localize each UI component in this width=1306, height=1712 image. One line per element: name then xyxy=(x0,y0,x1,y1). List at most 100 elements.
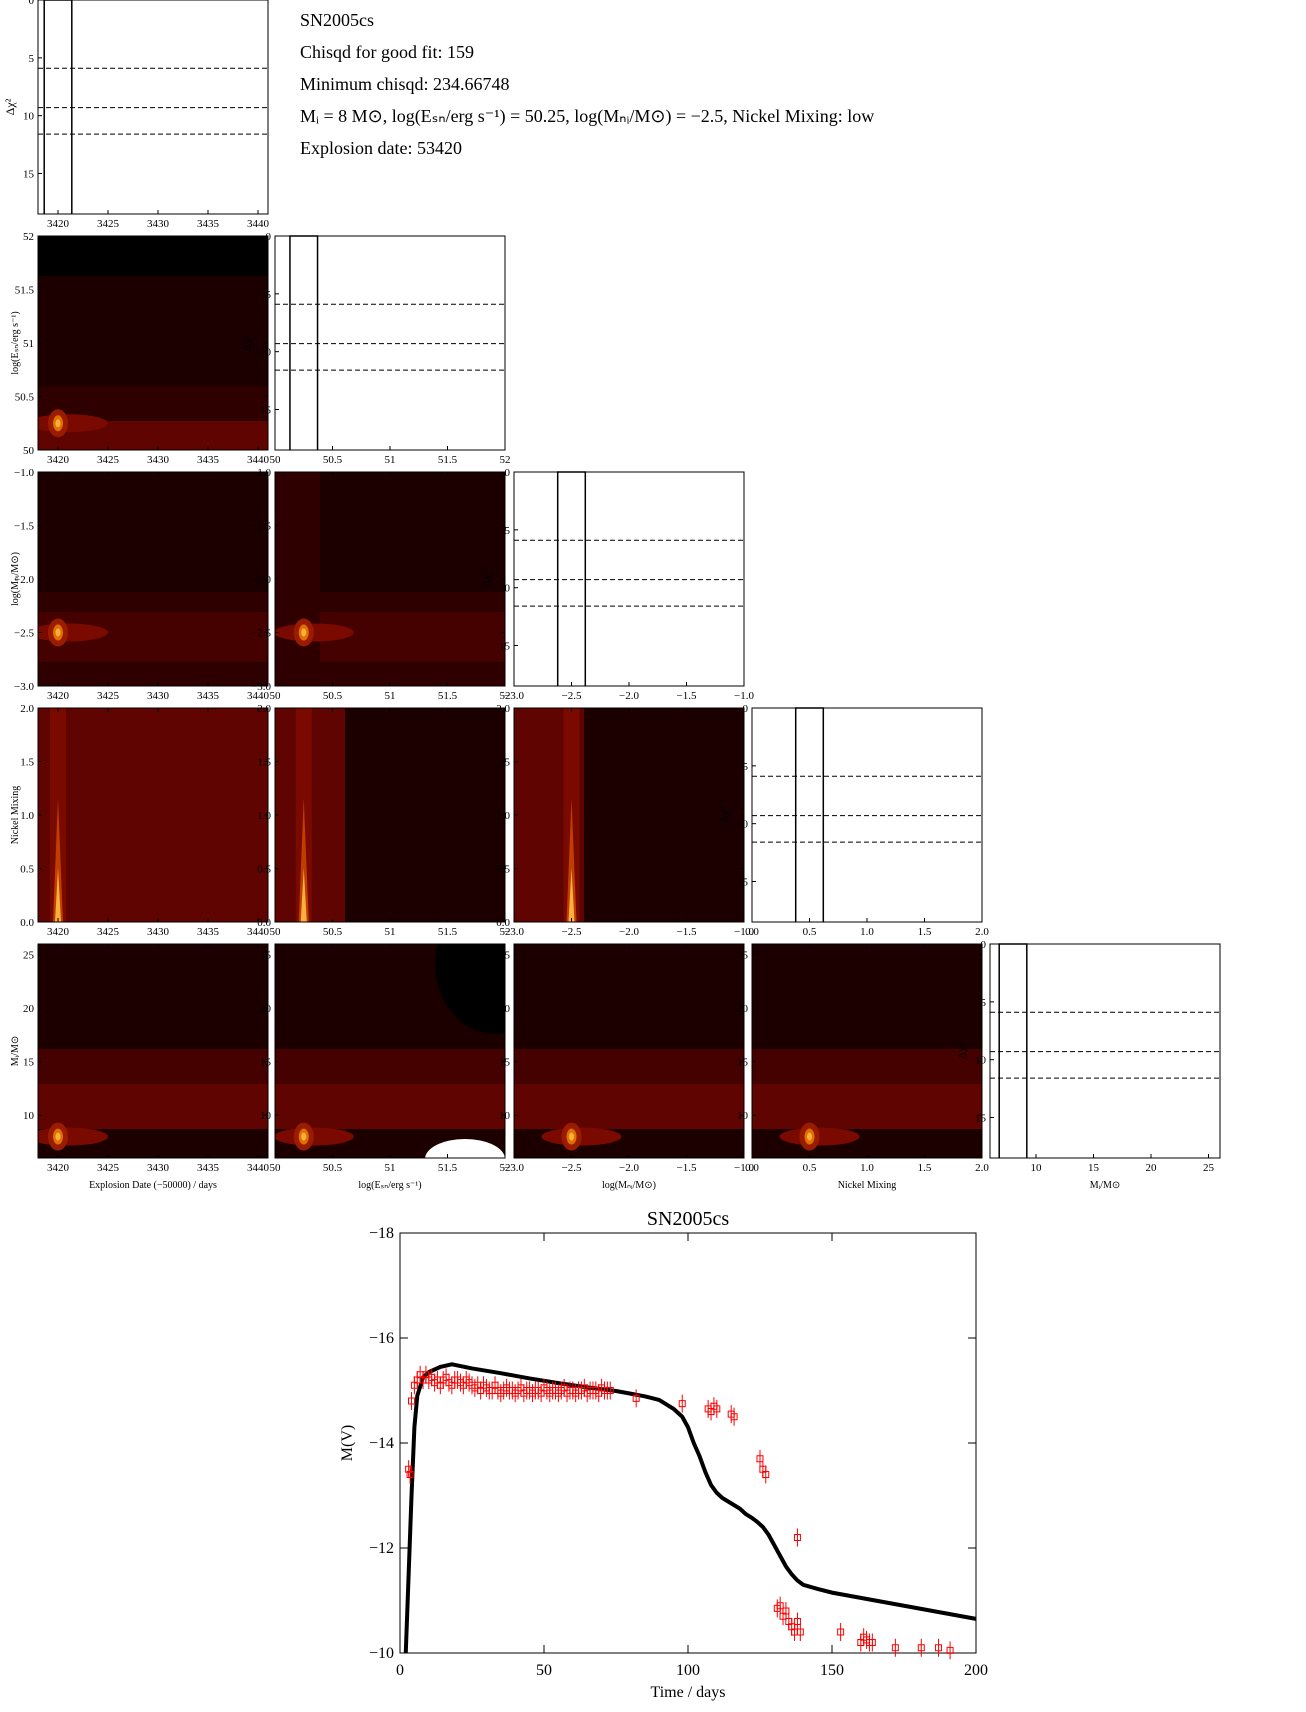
point-marker xyxy=(406,1471,414,1478)
point-marker xyxy=(632,1394,640,1402)
x-tick-label: 3435 xyxy=(197,454,220,466)
x-tick-label: 3420 xyxy=(47,690,70,702)
y-tick-label: 51.5 xyxy=(15,285,35,297)
x-tick-label: −3.0 xyxy=(504,1162,524,1174)
y-tick-label: 10 xyxy=(260,347,272,359)
y-tick-label: 2.0 xyxy=(257,703,271,715)
point-marker xyxy=(713,1405,721,1413)
x-tick-label: 3440 xyxy=(247,926,270,938)
y-tick-label: 15 xyxy=(260,1057,272,1069)
x-tick-label: −3.0 xyxy=(504,926,524,938)
x-tick-label: 50 xyxy=(270,454,282,466)
x-tick-label: 0.5 xyxy=(803,926,817,938)
y-tick-label: 1.5 xyxy=(496,757,510,769)
y-axis-label: Δχ² xyxy=(240,334,254,351)
x-tick-label: −1.5 xyxy=(677,926,697,938)
y-tick-label: 10 xyxy=(23,1110,35,1122)
y-tick-label: 10 xyxy=(23,111,35,123)
x-tick-label: 3435 xyxy=(197,690,220,702)
observed-point xyxy=(837,1623,845,1641)
y-tick-label: 1.0 xyxy=(257,810,271,822)
chisqd-min-text: Minimum chisqd: 234.66748 xyxy=(300,74,510,94)
x-tick-label: 50 xyxy=(536,1662,552,1679)
y-tick-label: 1.5 xyxy=(20,757,34,769)
point-marker xyxy=(793,1618,801,1625)
delta-chi2-panel-mni: 0 5 10 15 −3.0 −2.5 −2.0 −1.5 −1.0 Δχ² xyxy=(479,467,754,702)
column-label-mi: Mᵢ/M⊙ xyxy=(1090,1180,1121,1191)
x-tick-label: 100 xyxy=(676,1662,700,1679)
chi2-profile xyxy=(43,0,73,214)
observed-point xyxy=(868,1633,876,1652)
y-tick-label: −12 xyxy=(369,1540,394,1557)
point-marker xyxy=(796,1628,804,1636)
x-tick-label: 0.0 xyxy=(745,926,759,938)
observed-point xyxy=(793,1528,801,1547)
y-tick-label: 51 xyxy=(23,338,34,350)
y-tick-label: 0.0 xyxy=(20,917,34,929)
y-tick-label: 0 xyxy=(505,467,511,479)
y-tick-label: −3.0 xyxy=(251,681,271,693)
y-axis-label: Δχ² xyxy=(479,570,493,587)
y-tick-label: −1.0 xyxy=(251,467,271,479)
chisqd-good-text: Chisqd for good fit: 159 xyxy=(300,42,474,62)
x-tick-label: 1.0 xyxy=(860,1162,874,1174)
y-tick-label: 15 xyxy=(737,877,749,889)
chi2-profile xyxy=(556,471,587,686)
x-tick-label: −1.0 xyxy=(734,1162,754,1174)
observed-point xyxy=(776,1596,784,1615)
point-marker xyxy=(405,1465,413,1473)
row-label-mix: Nickel Mixing xyxy=(10,786,21,845)
y-tick-label: −3.0 xyxy=(14,681,34,693)
y-tick-label: 0.0 xyxy=(257,917,271,929)
point-marker xyxy=(891,1644,899,1652)
point-marker xyxy=(946,1646,954,1654)
row-label-mni: log(Mₙᵢ/M⊙) xyxy=(10,552,21,606)
row-label-mi: Mᵢ/M⊙ xyxy=(10,1036,21,1067)
x-tick-label: 150 xyxy=(820,1662,844,1679)
column-label-mix: Nickel Mixing xyxy=(838,1180,897,1191)
x-tick-label: 3430 xyxy=(147,690,170,702)
point-marker xyxy=(408,1397,416,1405)
x-tick-label: 3420 xyxy=(47,218,70,230)
x-tick-label: 10 xyxy=(1031,1162,1043,1174)
observed-point xyxy=(406,1465,414,1484)
x-tick-label: 50.5 xyxy=(323,1162,343,1174)
delta-chi2-panel-date: 0 5 10 15 3420 3425 3430 3435 3440 Δχ² xyxy=(3,0,270,230)
contour-panel-esn-mni: 50 50.5 51 51.5 52−3.0−2.5−2.0−1.5−1.0 xyxy=(251,467,510,702)
contour-panel-date-mni: 3420 3425 3430 3435 3440−3.0−2.5−2.0−1.5−1.0 xyxy=(14,467,269,702)
observed-point xyxy=(408,1392,416,1410)
x-tick-label: −3.0 xyxy=(504,690,524,702)
x-tick-label: 3430 xyxy=(147,218,170,230)
x-tick-label: 2.0 xyxy=(975,1162,989,1174)
column-label-mni: log(Mₙᵢ/M⊙) xyxy=(602,1180,656,1191)
chi2-profile xyxy=(794,707,825,922)
y-tick-label: 2.0 xyxy=(20,703,34,715)
contour-panel-date-mi: 3420 3425 3430 3435 3440 10 15 20 25 xyxy=(23,943,270,1174)
x-tick-label: 3420 xyxy=(47,454,70,466)
x-tick-label: 3430 xyxy=(147,926,170,938)
x-tick-label: 51 xyxy=(385,926,396,938)
y-tick-label: 0.0 xyxy=(496,917,510,929)
x-tick-label: −2.0 xyxy=(619,1162,639,1174)
y-tick-label: −2.0 xyxy=(14,574,34,586)
explosion-date-text: Explosion date: 53420 xyxy=(300,138,462,158)
y-tick-label: 0.5 xyxy=(257,864,271,876)
y-tick-label: 50 xyxy=(23,445,35,457)
y-tick-label: 10 xyxy=(737,1110,749,1122)
column-label-date: Explosion Date (−50000) / days xyxy=(89,1180,217,1191)
x-tick-label: 0.0 xyxy=(745,1162,759,1174)
y-tick-label: 20 xyxy=(23,1003,35,1015)
y-tick-label: −1.5 xyxy=(251,521,271,533)
y-tick-label: 0.5 xyxy=(496,864,510,876)
x-tick-label: 3425 xyxy=(97,926,120,938)
y-tick-label: 52 xyxy=(23,231,34,243)
observed-point xyxy=(917,1638,925,1657)
delta-chi2-panel-mi: 0 5 10 15 10 15 20 25 Δχ² xyxy=(955,939,1221,1174)
y-tick-label: 1.5 xyxy=(257,757,271,769)
y-tick-label: 5 xyxy=(266,289,272,301)
point-marker xyxy=(793,1534,801,1541)
x-tick-label: 3440 xyxy=(247,218,270,230)
light-curve-y-label: M(V) xyxy=(339,1425,356,1461)
y-tick-label: 15 xyxy=(499,1057,511,1069)
